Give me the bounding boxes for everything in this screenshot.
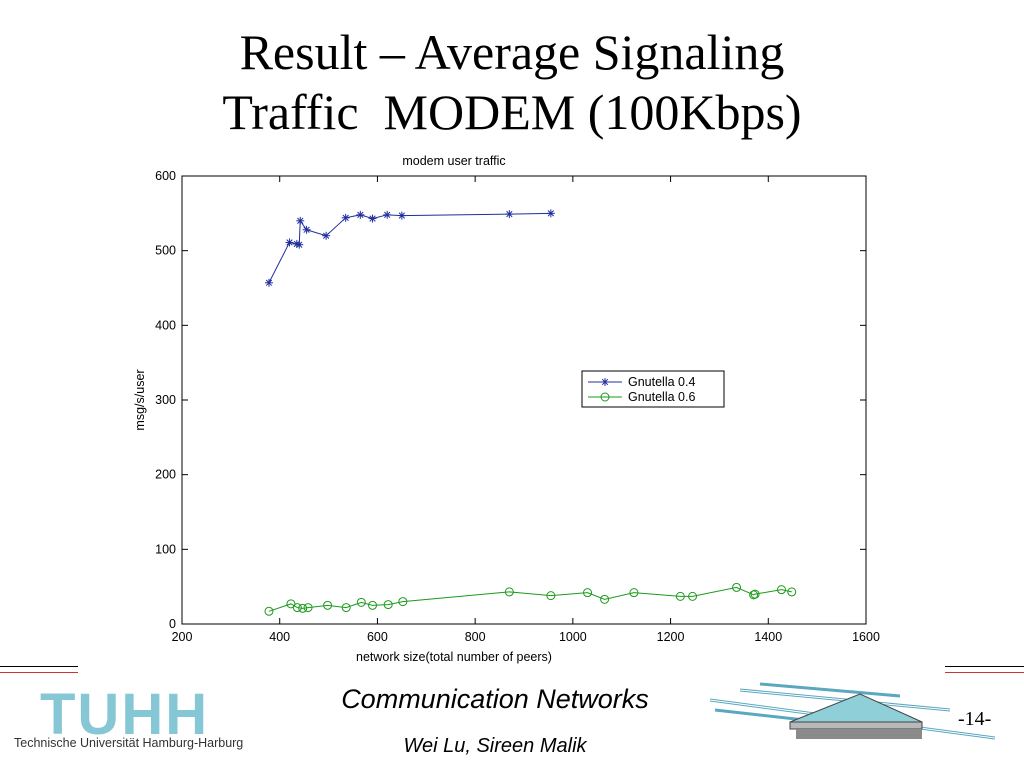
data-point-series-2 <box>787 587 797 597</box>
tuhh-logo: TUHH <box>40 682 210 747</box>
data-point-series-1 <box>356 210 365 219</box>
line-chart: modem user traffic network size(total num… <box>133 154 880 664</box>
x-tick-label: 200 <box>172 630 193 644</box>
footer-divider-left-red <box>0 672 78 674</box>
legend-entry-2: Gnutella 0.6 <box>628 390 695 404</box>
data-point-series-1 <box>397 211 406 220</box>
slide-title-line-1: Result – Average Signaling <box>239 24 785 80</box>
data-point-series-2 <box>292 603 302 613</box>
data-point-series-2 <box>776 585 786 595</box>
data-point-series-2 <box>368 600 378 610</box>
data-point-series-2 <box>341 603 351 613</box>
network-decoration-graphic <box>709 682 996 740</box>
data-point-series-2 <box>303 603 313 613</box>
series-line-2 <box>268 586 792 612</box>
y-tick-label: 300 <box>155 393 176 407</box>
data-point-series-2 <box>675 591 685 601</box>
y-tick-label: 200 <box>155 468 176 482</box>
data-point-series-2 <box>750 589 760 599</box>
footer-divider-right <box>945 666 1024 668</box>
series-line-1 <box>268 212 551 284</box>
y-tick-label: 600 <box>155 169 176 183</box>
slide-title: Result – Average Signaling Traffic MODEM… <box>0 22 1024 142</box>
data-point-series-2 <box>629 588 639 598</box>
plot-frame <box>181 175 867 625</box>
pyramid-node-icon <box>789 693 923 739</box>
x-tick-label: 600 <box>367 630 388 644</box>
page-number: -14- <box>958 708 992 730</box>
x-tick-label: 800 <box>465 630 486 644</box>
data-point-series-1 <box>505 210 514 219</box>
y-axis-label: msg/s/user <box>133 369 147 430</box>
y-tick-label: 400 <box>155 318 176 332</box>
data-point-series-2 <box>264 606 274 616</box>
x-axis-label: network size(total number of peers) <box>356 650 552 664</box>
tuhh-logo-subtitle: Technische Universität Hamburg-Harburg <box>14 736 244 750</box>
data-point-series-1 <box>296 216 305 225</box>
data-point-series-2 <box>323 600 333 610</box>
footer-divider-left <box>0 666 78 668</box>
y-tick-label: 500 <box>155 244 176 258</box>
data-point-series-1 <box>368 214 377 223</box>
legend-marker-1 <box>601 378 609 386</box>
x-tick-label: 1600 <box>852 630 880 644</box>
data-point-series-2 <box>298 603 308 613</box>
legend-marker-2 <box>600 392 610 402</box>
footer-divider-right-red <box>945 672 1024 674</box>
legend-entry-1: Gnutella 0.4 <box>628 375 695 389</box>
data-point-series-1 <box>285 238 294 247</box>
data-point-series-2 <box>383 600 393 610</box>
data-point-series-2 <box>356 597 366 607</box>
footer-authors: Wei Lu, Sireen Malik <box>403 735 587 757</box>
data-point-series-2 <box>398 597 408 607</box>
data-point-series-1 <box>546 209 555 218</box>
data-point-series-2 <box>546 591 556 601</box>
x-tick-label: 400 <box>269 630 290 644</box>
data-point-series-1 <box>322 231 331 240</box>
data-point-series-1 <box>295 240 304 249</box>
data-point-series-1 <box>383 210 392 219</box>
data-point-series-2 <box>688 591 698 601</box>
x-tick-label: 1200 <box>657 630 685 644</box>
data-point-series-2 <box>504 587 514 597</box>
tuhh-logo-wordmark: TUHH <box>40 682 210 747</box>
chart-title: modem user traffic <box>402 154 505 168</box>
data-point-series-2 <box>732 582 742 592</box>
x-tick-label: 1400 <box>754 630 782 644</box>
y-tick-label: 0 <box>169 617 176 631</box>
slide-title-line-2: Traffic MODEM (100Kbps) <box>222 84 802 140</box>
data-point-series-2 <box>749 590 759 600</box>
data-point-series-1 <box>302 225 311 234</box>
footer-course-title: Communication Networks <box>341 684 649 714</box>
x-tick-label: 1000 <box>559 630 587 644</box>
data-point-series-2 <box>600 594 610 604</box>
data-point-series-1 <box>341 213 350 222</box>
data-point-series-1 <box>264 278 273 287</box>
y-tick-label: 100 <box>155 542 176 556</box>
data-point-series-2 <box>583 588 593 598</box>
